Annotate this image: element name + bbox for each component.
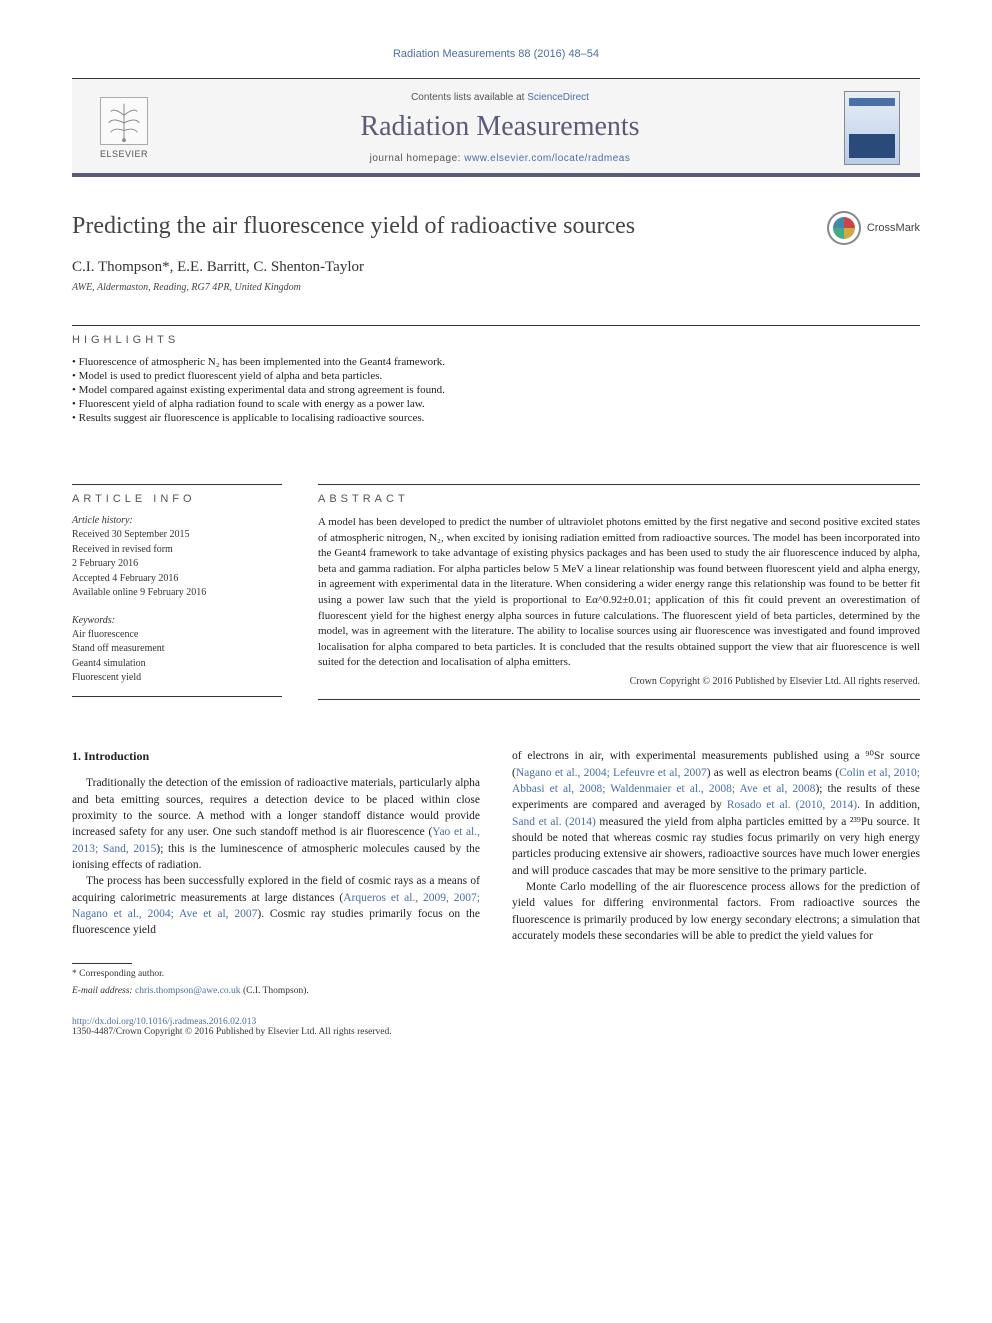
abstract-body-text: A model has been developed to predict th…	[318, 516, 920, 668]
history-line: Received 30 September 2015	[72, 528, 282, 543]
body-paragraph: Traditionally the detection of the emiss…	[72, 775, 480, 873]
elsevier-tree-icon	[100, 97, 148, 145]
email-footnote: E-mail address: chris.thompson@awe.co.uk…	[72, 985, 480, 998]
keyword: Geant4 simulation	[72, 657, 282, 672]
contents-prefix: Contents lists available at	[411, 92, 527, 103]
highlights-label: HIGHLIGHTS	[72, 325, 920, 346]
citation-link[interactable]: Rosado et al. (2010, 2014)	[727, 799, 857, 811]
authors: C.I. Thompson*, E.E. Barritt, C. Shenton…	[72, 259, 920, 276]
journal-homepage-link[interactable]: www.elsevier.com/locate/radmeas	[464, 153, 630, 164]
article-info: ARTICLE INFO Article history: Received 3…	[72, 452, 282, 700]
body-paragraph: The process has been successfully explor…	[72, 873, 480, 938]
contents-available-line: Contents lists available at ScienceDirec…	[174, 92, 826, 103]
body-text: . In addition,	[857, 799, 920, 811]
homepage-prefix: journal homepage:	[370, 153, 465, 164]
article-title: Predicting the air fluorescence yield of…	[72, 211, 635, 242]
publisher-name: ELSEVIER	[100, 149, 148, 159]
body-text: Traditionally the detection of the emiss…	[72, 777, 480, 838]
body-paragraph: Monte Carlo modelling of the air fluores…	[512, 879, 920, 944]
email-suffix: (C.I. Thompson).	[241, 986, 309, 996]
publisher-logo: ELSEVIER	[92, 92, 156, 164]
keyword: Air fluorescence	[72, 628, 282, 643]
body-column-right: of electrons in air, with experimental m…	[512, 748, 920, 998]
authors-text: C.I. Thompson*, E.E. Barritt, C. Shenton…	[72, 259, 364, 275]
history-line: Accepted 4 February 2016	[72, 572, 282, 587]
author-email-link[interactable]: chris.thompson@awe.co.uk	[135, 986, 241, 996]
highlight-item: Fluorescent yield of alpha radiation fou…	[72, 398, 920, 410]
doi-link[interactable]: http://dx.doi.org/10.1016/j.radmeas.2016…	[72, 1017, 920, 1027]
body-text: ) as well as electron beams (	[707, 767, 839, 779]
citation-link[interactable]: Sand et al. (2014)	[512, 816, 596, 828]
history-line: 2 February 2016	[72, 557, 282, 572]
article-info-label: ARTICLE INFO	[72, 484, 282, 505]
email-label: E-mail address:	[72, 986, 135, 996]
body-paragraph: of electrons in air, with experimental m…	[512, 748, 920, 879]
history-line: Available online 9 February 2016	[72, 586, 282, 601]
abstract-label: ABSTRACT	[318, 484, 920, 505]
body-column-left: 1. Introduction Traditionally the detect…	[72, 748, 480, 998]
highlight-item: Model compared against existing experime…	[72, 384, 920, 396]
highlights-list: Fluorescence of atmospheric N₂ has been …	[72, 356, 920, 424]
history-line: Received in revised form	[72, 543, 282, 558]
keyword: Stand off measurement	[72, 642, 282, 657]
top-citation: Radiation Measurements 88 (2016) 48–54	[72, 48, 920, 60]
article-history: Received 30 September 2015 Received in r…	[72, 528, 282, 601]
crossmark-badge[interactable]: CrossMark	[827, 211, 920, 245]
footnote-separator	[72, 963, 132, 964]
citation-link[interactable]: Nagano et al., 2004; Lefeuvre et al, 200…	[516, 767, 707, 779]
article-history-label: Article history:	[72, 515, 282, 526]
crossmark-label: CrossMark	[867, 222, 920, 234]
journal-name: Radiation Measurements	[174, 111, 826, 143]
abstract-copyright: Crown Copyright © 2016 Published by Else…	[318, 675, 920, 689]
body-columns: 1. Introduction Traditionally the detect…	[72, 748, 920, 998]
abstract: ABSTRACT A model has been developed to p…	[318, 452, 920, 700]
corresponding-author-note: * Corresponding author.	[72, 968, 480, 981]
highlight-item: Results suggest air fluorescence is appl…	[72, 412, 920, 424]
journal-cover-thumbnail	[844, 91, 900, 165]
section-heading-introduction: 1. Introduction	[72, 748, 480, 765]
journal-homepage-line: journal homepage: www.elsevier.com/locat…	[174, 153, 826, 164]
affiliation: AWE, Aldermaston, Reading, RG7 4PR, Unit…	[72, 282, 920, 293]
highlight-item: Model is used to predict fluorescent yie…	[72, 370, 920, 382]
masthead: ELSEVIER Contents lists available at Sci…	[72, 78, 920, 177]
keyword: Fluorescent yield	[72, 671, 282, 686]
keywords-label: Keywords:	[72, 615, 282, 626]
keywords: Air fluorescence Stand off measurement G…	[72, 628, 282, 686]
sciencedirect-link[interactable]: ScienceDirect	[527, 92, 589, 103]
abstract-text: A model has been developed to predict th…	[318, 515, 920, 700]
crossmark-icon	[827, 211, 861, 245]
highlight-item: Fluorescence of atmospheric N₂ has been …	[72, 356, 920, 368]
issn-copyright: 1350-4487/Crown Copyright © 2016 Publish…	[72, 1027, 920, 1037]
